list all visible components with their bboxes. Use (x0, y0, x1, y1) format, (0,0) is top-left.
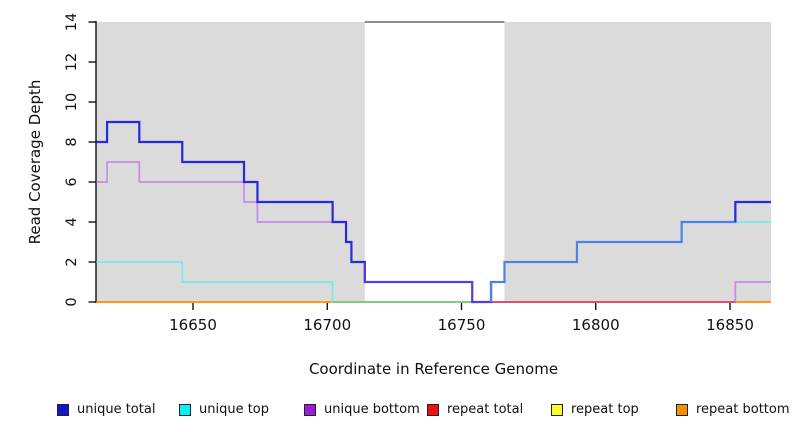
y-tick-label: 4 (64, 217, 80, 226)
legend-swatch-unique-total (57, 403, 69, 416)
legend-label-unique-top: unique top (199, 402, 270, 417)
legend-label-repeat-bottom: repeat bottom (696, 402, 790, 417)
y-tick-label: 0 (64, 297, 80, 306)
y-tick-label: 10 (64, 93, 80, 111)
legend-label-repeat-top: repeat top (571, 402, 639, 417)
y-tick-label: 2 (64, 257, 80, 266)
x-tick-label: 16800 (572, 316, 620, 334)
legend: unique total unique top unique bottom re… (0, 402, 792, 422)
x-tick-label: 16750 (438, 316, 486, 334)
legend-item-repeat-top: repeat top (551, 402, 639, 417)
y-tick-label: 12 (64, 53, 80, 71)
legend-swatch-repeat-bottom (676, 403, 688, 416)
legend-item-unique-top: unique top (179, 402, 269, 417)
shaded-region (504, 22, 771, 302)
series-unique-total (363, 262, 493, 304)
y-tick-label: 6 (64, 177, 80, 186)
y-tick-label: 8 (64, 137, 80, 146)
series-unique-total (96, 120, 366, 282)
x-axis-title: Coordinate in Reference Genome (308, 360, 559, 378)
legend-item-unique-total: unique total (57, 402, 155, 417)
legend-item-repeat-bottom: repeat bottom (676, 402, 790, 417)
x-tick-label: 16650 (169, 316, 217, 334)
series-unique-total (734, 200, 771, 222)
y-tick-label: 14 (64, 13, 80, 31)
legend-swatch-unique-top (179, 403, 191, 416)
legend-item-repeat-total: repeat total (427, 402, 523, 417)
legend-swatch-repeat-top (551, 403, 563, 416)
series-unique-total (489, 202, 737, 302)
x-tick-label: 16850 (706, 316, 754, 334)
legend-swatch-unique-bottom (304, 403, 316, 416)
legend-label-repeat-total: repeat total (447, 402, 524, 417)
x-tick-label: 16700 (303, 316, 351, 334)
legend-item-unique-bottom: unique bottom (304, 402, 420, 417)
legend-label-unique-total: unique total (77, 402, 156, 417)
legend-label-unique-bottom: unique bottom (324, 402, 420, 417)
y-axis-title: Read Coverage Depth (26, 79, 44, 245)
legend-swatch-repeat-total (427, 403, 439, 416)
